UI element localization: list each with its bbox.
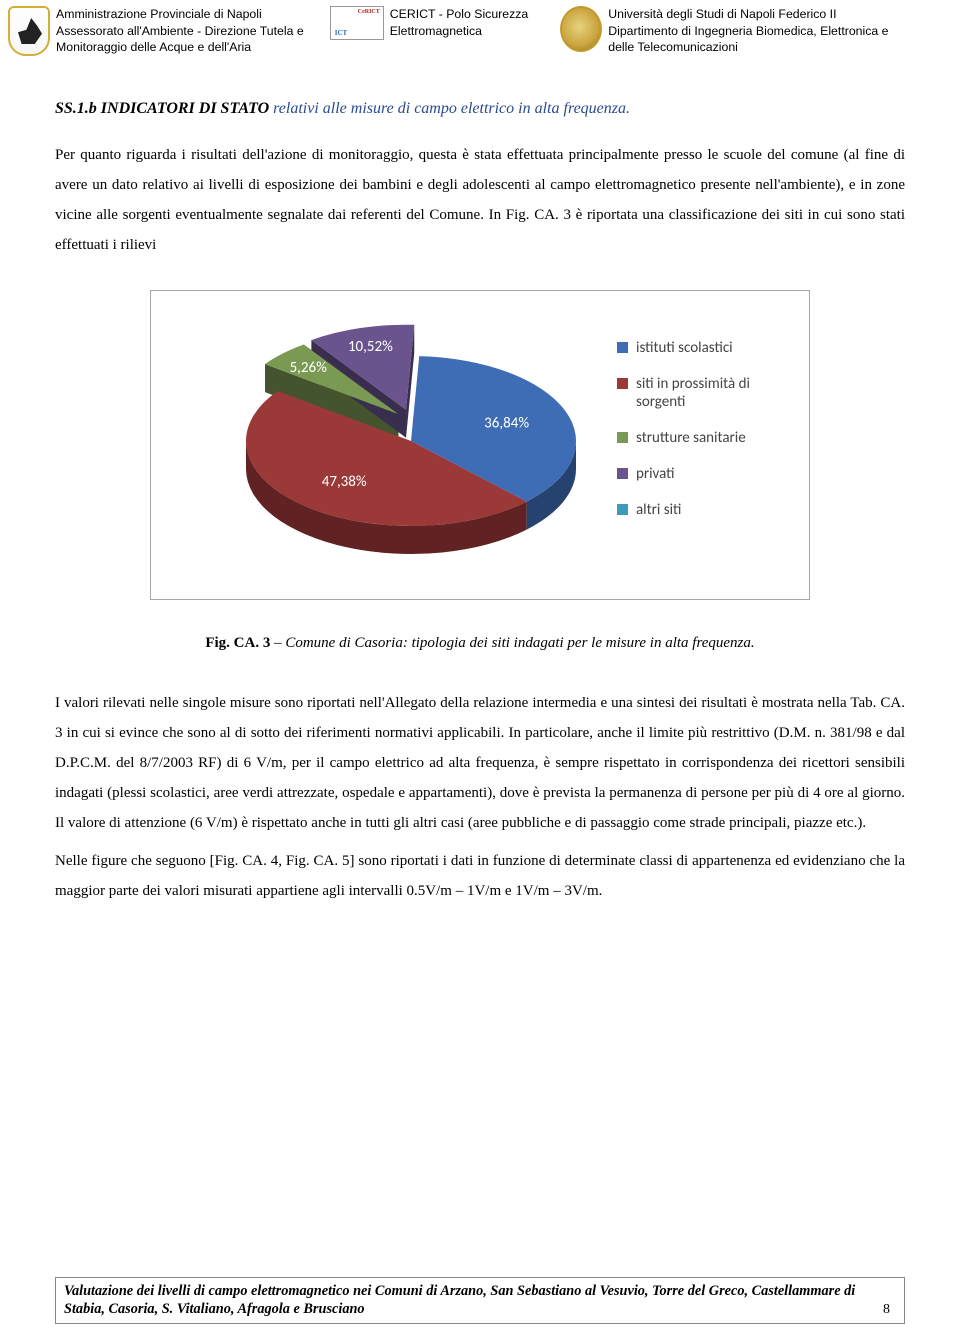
title-smallcaps: NDICATORI DI STATO [107, 100, 269, 117]
header-org1-line3: Monitoraggio delle Acque e dell'Aria [56, 40, 251, 54]
title-rest: relativi alle misure di campo elettrico … [269, 100, 630, 117]
header-org3-line3: delle Telecomunicazioni [608, 40, 738, 54]
header-org3-line1: Università degli Studi di Napoli Federic… [608, 7, 836, 21]
legend-label: privati [636, 465, 675, 483]
header-org1-line1: Amministrazione Provinciale di Napoli [56, 7, 262, 21]
legend-label: istituti scolastici [636, 339, 733, 357]
svg-text:10,52%: 10,52% [348, 338, 393, 356]
page-footer: Valutazione dei livelli di campo elettro… [55, 1277, 905, 1324]
header-org2-line1: CERICT - Polo Sicurezza [390, 7, 529, 21]
legend-swatch-icon [617, 378, 628, 389]
footer-text: Valutazione dei livelli di campo elettro… [64, 1283, 855, 1318]
header-org-2-text: CERICT - Polo Sicurezza Elettromagnetica [390, 6, 529, 39]
caption-dash: – [270, 635, 285, 651]
page-number: 8 [883, 1301, 890, 1319]
legend-item: siti in prossimità di sorgenti [617, 375, 787, 411]
header-org-3: Università degli Studi di Napoli Federic… [560, 6, 888, 56]
legend-swatch-icon [617, 432, 628, 443]
header-org1-line2: Assessorato all'Ambiente - Direzione Tut… [56, 24, 304, 38]
document-header: Amministrazione Provinciale di Napoli As… [0, 0, 960, 60]
section-title: SS.1.b INDICATORI DI STATO relativi alle… [55, 100, 905, 118]
legend-label: strutture sanitarie [636, 429, 746, 447]
page-body: SS.1.b INDICATORI DI STATO relativi alle… [0, 60, 960, 906]
caption-ital: Comune di Casoria: tipologia dei siti in… [285, 635, 754, 651]
university-seal-icon [560, 6, 602, 52]
legend-item: istituti scolastici [617, 339, 787, 357]
header-org3-line2: Dipartimento di Ingegneria Biomedica, El… [608, 24, 888, 38]
paragraph-3: Nelle figure che seguono [Fig. CA. 4, Fi… [55, 846, 905, 906]
header-org-2: CERICT - Polo Sicurezza Elettromagnetica [330, 6, 529, 40]
legend-item: privati [617, 465, 787, 483]
crest-icon [8, 6, 50, 56]
svg-text:36,84%: 36,84% [484, 414, 529, 432]
legend-item: strutture sanitarie [617, 429, 787, 447]
header-org2-line2: Elettromagnetica [390, 24, 482, 38]
header-org-1-text: Amministrazione Provinciale di Napoli As… [56, 6, 304, 56]
pie-chart-svg: 36,84% 47,38% 5,26% 10,52% [151, 291, 611, 601]
legend-item: altri siti [617, 501, 787, 519]
svg-text:5,26%: 5,26% [290, 359, 328, 377]
cerict-logo-icon [330, 6, 384, 40]
caption-bold: Fig. CA. 3 [205, 635, 270, 651]
header-org-1: Amministrazione Provinciale di Napoli As… [8, 6, 304, 56]
legend-swatch-icon [617, 504, 628, 515]
title-code: SS.1.b I [55, 100, 107, 117]
svg-text:47,38%: 47,38% [322, 473, 367, 491]
legend-swatch-icon [617, 342, 628, 353]
legend-swatch-icon [617, 468, 628, 479]
pie-chart: 36,84% 47,38% 5,26% 10,52% istituti scolast… [150, 290, 810, 600]
legend-label: altri siti [636, 501, 681, 519]
figure-caption: Fig. CA. 3 – Comune di Casoria: tipologi… [55, 635, 905, 652]
paragraph-1: Per quanto riguarda i risultati dell'azi… [55, 140, 905, 260]
chart-legend: istituti scolastici siti in prossimità di… [617, 339, 787, 537]
header-org-3-text: Università degli Studi di Napoli Federic… [608, 6, 888, 56]
legend-label: siti in prossimità di sorgenti [636, 375, 787, 411]
paragraph-2: I valori rilevati nelle singole misure s… [55, 688, 905, 838]
